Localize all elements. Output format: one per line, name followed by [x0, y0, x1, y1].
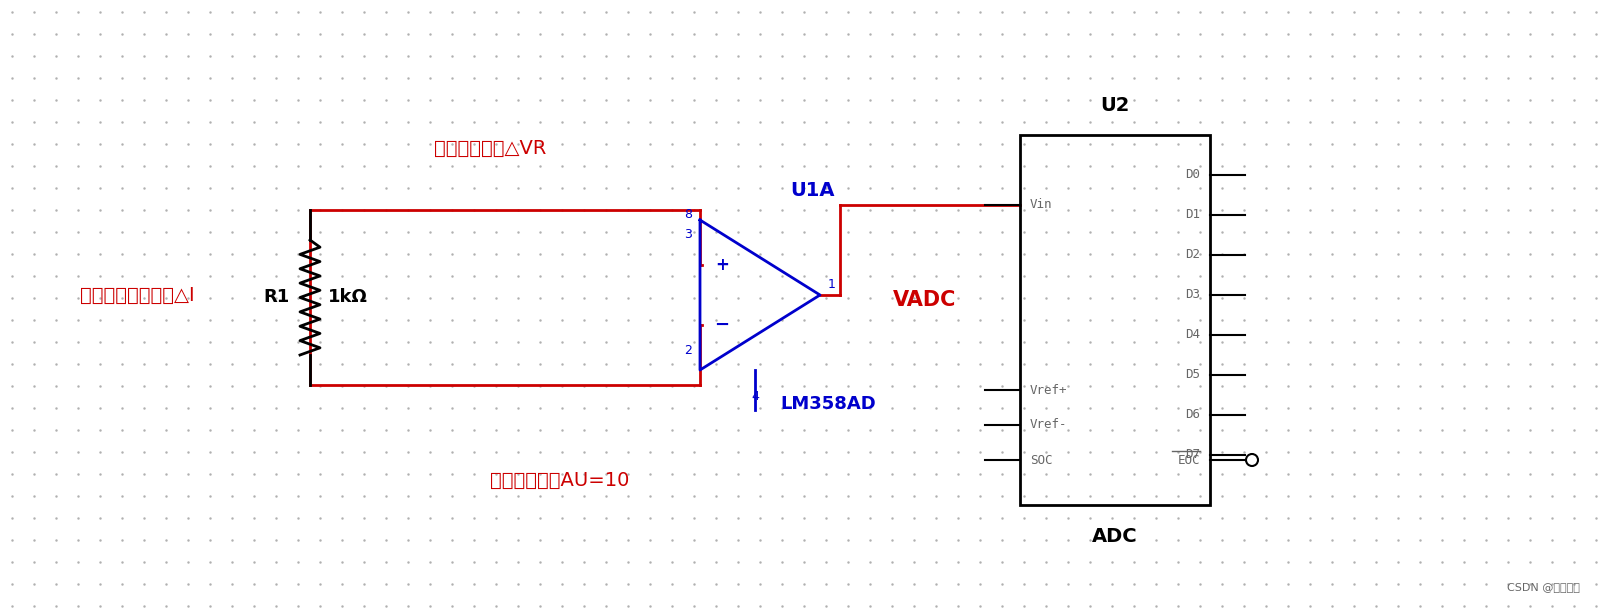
- Text: U1A: U1A: [790, 181, 835, 200]
- Text: D0: D0: [1184, 169, 1201, 181]
- Text: D4: D4: [1184, 329, 1201, 342]
- Text: 运放放大倍数AU=10: 运放放大倍数AU=10: [490, 470, 629, 489]
- Text: D1: D1: [1184, 208, 1201, 222]
- Text: SOC: SOC: [1030, 453, 1053, 467]
- Text: −: −: [714, 316, 730, 334]
- Text: D7: D7: [1184, 448, 1201, 461]
- Text: R1: R1: [263, 288, 291, 306]
- Text: CSDN @砖一读芯: CSDN @砖一读芯: [1507, 582, 1579, 592]
- Text: 1kΩ: 1kΩ: [327, 288, 368, 306]
- Text: 1: 1: [828, 279, 836, 291]
- Text: Vin: Vin: [1030, 199, 1053, 211]
- Text: 3: 3: [684, 229, 692, 241]
- Text: EOC: EOC: [1178, 453, 1201, 467]
- Text: U2: U2: [1101, 96, 1130, 115]
- Text: VADC: VADC: [894, 290, 957, 310]
- Text: 4: 4: [751, 390, 759, 403]
- Text: D2: D2: [1184, 249, 1201, 262]
- Text: 采样电阔电压△VR: 采样电阔电压△VR: [433, 139, 546, 158]
- Text: 8: 8: [684, 208, 692, 222]
- Text: +: +: [716, 256, 729, 274]
- Text: D5: D5: [1184, 368, 1201, 381]
- Text: Vref-: Vref-: [1030, 419, 1067, 431]
- Text: ADC: ADC: [1091, 527, 1138, 546]
- Text: 2: 2: [684, 343, 692, 356]
- Text: Vref+: Vref+: [1030, 384, 1067, 397]
- Text: LM358AD: LM358AD: [780, 395, 876, 413]
- Bar: [1021, 135, 1210, 505]
- Text: 负载工作电流范围△I: 负载工作电流范围△I: [80, 285, 194, 304]
- Text: D3: D3: [1184, 288, 1201, 301]
- Text: D6: D6: [1184, 409, 1201, 422]
